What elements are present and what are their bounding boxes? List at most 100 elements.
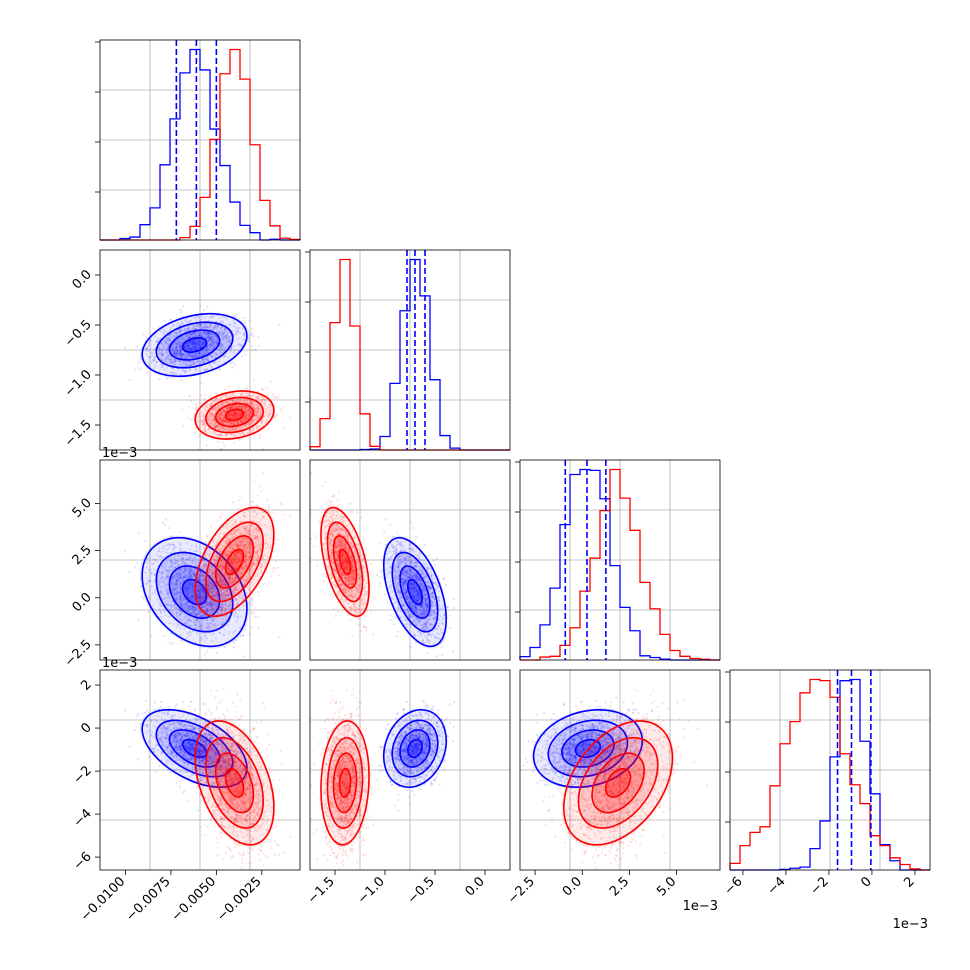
- sample-point: [241, 327, 244, 330]
- sample-point: [189, 341, 192, 344]
- sample-point: [212, 632, 215, 635]
- sample-point: [144, 347, 147, 351]
- sample-point: [178, 360, 181, 363]
- sample-point: [149, 339, 153, 342]
- sample-point: [183, 361, 187, 364]
- sample-point: [193, 339, 196, 342]
- sample-point: [194, 348, 198, 351]
- sample-point: [171, 346, 174, 349]
- sample-point: [197, 339, 200, 342]
- sample-point: [204, 332, 208, 335]
- sample-point: [172, 359, 175, 362]
- sample-point: [160, 365, 163, 368]
- sample-point: [180, 378, 183, 382]
- sample-point: [175, 703, 178, 706]
- sample-point: [209, 335, 212, 338]
- sample-point: [169, 371, 172, 374]
- sample-point: [206, 345, 209, 348]
- sample-point: [155, 340, 158, 343]
- sample-point: [153, 358, 156, 361]
- sample-point: [221, 348, 225, 351]
- sample-point: [396, 532, 399, 535]
- sample-point: [168, 334, 171, 337]
- sample-point: [221, 342, 224, 346]
- sample-point: [191, 332, 194, 335]
- sample-point: [201, 334, 204, 338]
- sample-point: [193, 348, 197, 351]
- sample-point: [169, 559, 172, 562]
- sample-point: [173, 350, 176, 353]
- sample-point: [164, 340, 167, 344]
- sample-point: [163, 368, 167, 371]
- sample-point: [189, 334, 192, 337]
- sample-point: [170, 564, 173, 567]
- sample-point: [162, 353, 165, 356]
- sample-point: [185, 335, 188, 338]
- sample-point: [219, 606, 223, 609]
- sample-point: [233, 321, 236, 325]
- sample-point: [257, 336, 260, 339]
- sample-point: [150, 355, 153, 359]
- sample-point: [182, 322, 185, 325]
- sample-point: [191, 340, 194, 343]
- sample-point: [196, 347, 199, 350]
- sample-point: [223, 348, 227, 351]
- sample-point: [198, 579, 201, 582]
- sample-point: [204, 337, 207, 340]
- sample-point: [178, 349, 182, 352]
- sample-point: [221, 329, 224, 333]
- sample-point: [165, 337, 168, 340]
- sample-point: [203, 353, 206, 356]
- sample-point: [136, 345, 139, 348]
- sample-point: [203, 342, 206, 346]
- sample-point: [209, 336, 212, 340]
- sample-point: [209, 364, 212, 367]
- sample-point: [203, 341, 206, 344]
- sample-point: [188, 556, 191, 559]
- sample-point: [179, 355, 182, 358]
- sample-point: [187, 345, 190, 348]
- sample-point: [196, 360, 200, 363]
- sample-point: [212, 624, 215, 627]
- sample-point: [179, 351, 182, 354]
- sample-point: [178, 354, 181, 357]
- sample-point: [173, 352, 176, 355]
- sample-point: [184, 362, 187, 366]
- sample-point: [196, 594, 199, 597]
- density-contour: [141, 312, 248, 377]
- sample-point: [215, 651, 218, 655]
- sample-point: [139, 577, 142, 580]
- sample-point: [167, 376, 170, 379]
- sample-point: [192, 341, 195, 345]
- sample-point: [234, 325, 237, 328]
- sample-point: [182, 353, 185, 356]
- sample-point: [178, 600, 182, 603]
- sample-point: [178, 351, 181, 354]
- sample-point: [183, 585, 186, 588]
- sample-point: [215, 341, 218, 344]
- sample-point: [187, 347, 190, 350]
- sample-point: [190, 574, 193, 578]
- sample-point: [183, 319, 187, 322]
- sample-point: [210, 340, 214, 343]
- sample-point: [177, 321, 180, 325]
- sample-point: [221, 342, 224, 346]
- sample-point: [175, 330, 178, 334]
- sample-point: [175, 345, 178, 348]
- sample-point: [211, 356, 214, 359]
- sample-point: [206, 348, 209, 351]
- sample-point: [176, 584, 179, 587]
- sample-point: [210, 332, 214, 336]
- sample-point: [128, 570, 131, 573]
- sample-point: [190, 598, 193, 601]
- sample-point: [188, 347, 191, 350]
- sample-point: [178, 568, 182, 571]
- sample-point: [185, 335, 188, 338]
- sample-point: [169, 559, 172, 563]
- sample-point: [222, 338, 225, 341]
- sample-point: [173, 546, 176, 549]
- sample-point: [210, 332, 213, 336]
- sample-point: [175, 625, 178, 628]
- sample-point: [193, 347, 197, 350]
- sample-point: [195, 324, 198, 327]
